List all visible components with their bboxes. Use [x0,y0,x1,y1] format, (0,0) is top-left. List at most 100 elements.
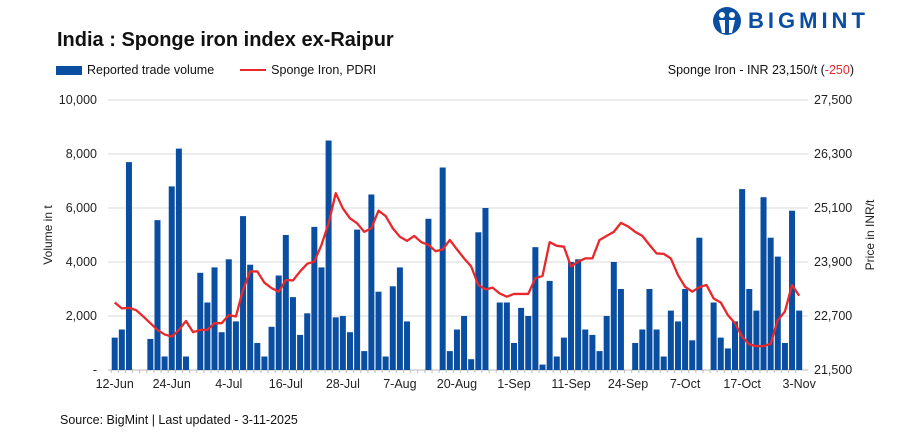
volume-bar [183,356,189,370]
y-tick-label: 4,000 [66,255,97,269]
volume-bar [510,343,517,370]
y2-tick-label: 27,500 [814,93,852,107]
volume-bar [197,272,204,370]
x-tick-label: 24-Sep [608,377,648,391]
x-tick-label: 7-Oct [670,377,701,391]
y2-axis-title: Price in INR/t [863,199,877,270]
volume-bar [289,297,296,370]
volume-bar [354,229,361,370]
volume-bar [125,162,132,370]
volume-bar [546,280,553,370]
volume-bar [710,302,717,370]
price-note-suffix: ) [849,63,854,77]
legend: Reported trade volume Sponge Iron, PDRI [56,63,376,77]
volume-bar [254,343,261,370]
x-tick-label: 12-Jun [96,377,134,391]
volume-bar [525,316,532,370]
y2-tick-label: 22,700 [814,309,852,323]
volume-bar [774,256,781,370]
volume-bar [532,247,539,370]
logo-text: BIGMINT [748,8,869,33]
y2-tick-label: 25,100 [814,201,852,215]
volume-bar [261,356,268,370]
volume-bar [582,329,589,370]
volume-bar [396,267,403,370]
volume-bar [404,321,411,370]
y2-tick-label: 26,300 [814,147,852,161]
x-tick-label: 11-Sep [551,377,590,391]
volume-bar [339,316,346,370]
volume-bar [111,337,118,370]
bigmint-logo: BIGMINT [712,6,869,36]
volume-bar [610,262,617,370]
volume-bar [439,167,446,370]
volume-bar [753,310,760,370]
x-tick-label: 20-Aug [437,377,477,391]
volume-bar [297,334,304,370]
volume-bar [211,267,218,370]
volume-bar [318,267,325,370]
price-note-text: Sponge Iron - INR 23,150/t ( [667,63,825,77]
chart-title: India : Sponge iron index ex-Raipur [57,29,394,51]
volume-bar [325,140,332,370]
legend-line-swatch [240,68,267,72]
y-tick-label: 2,000 [66,309,97,323]
volume-bar [674,321,681,370]
volume-bar [311,226,318,370]
volume-bar [147,338,154,370]
volume-bar [382,356,389,370]
volume-bar [575,259,582,370]
price-line [113,191,801,348]
volume-bar [796,310,803,370]
source-note: Source: BigMint | Last updated - 3-11-20… [60,413,298,427]
volume-bar [468,359,475,370]
volume-bar [247,264,254,370]
bigmint-logo-icon [713,7,741,35]
volume-bar [568,262,575,370]
volume-bar [589,334,596,370]
volume-bar [361,351,368,370]
y-tick-label: 8,000 [66,147,97,161]
volume-bar [232,321,239,370]
volume-bar [375,291,382,370]
volume-bar [632,343,639,370]
volume-bar [689,340,696,370]
volume-bar [496,302,503,370]
volume-bar [518,307,525,370]
volume-bar [660,356,667,370]
x-tick-label: 24-Jun [153,377,191,391]
volume-bar [161,356,168,370]
x-tick-label: 3-Nov [783,377,817,391]
y-axis-title: Volume in t [41,205,55,265]
y-tick-label: 10,000 [59,93,97,107]
volume-bar [282,235,289,370]
x-tick-label: 28-Jul [326,377,360,391]
volume-bar [553,356,560,370]
volume-bar [175,148,182,370]
volume-bar [475,232,482,370]
volume-bar [204,302,211,370]
volume-bar [739,189,746,370]
volume-bar [596,351,603,370]
volume-bar [346,332,353,370]
volume-bar [461,316,468,370]
volume-bar [453,329,460,370]
legend-bar-swatch [56,65,82,75]
volume-bar [368,194,375,370]
y-tick-label: - [93,363,97,377]
volume-bar [425,218,432,370]
volume-bar [389,286,396,370]
volume-bar [560,337,567,370]
volume-bar [760,197,767,370]
x-tick-label: 17-Oct [723,377,761,391]
volume-bar [767,237,774,370]
legend-price-label: Sponge Iron, PDRI [271,63,377,77]
volume-bar [717,337,724,370]
volume-bar [617,289,624,370]
price-change: -250 [824,63,850,77]
volume-bar [304,313,311,370]
volume-bar [603,316,610,370]
volume-bar [682,289,689,370]
volume-bar [503,302,510,370]
volume-bar [732,321,739,370]
